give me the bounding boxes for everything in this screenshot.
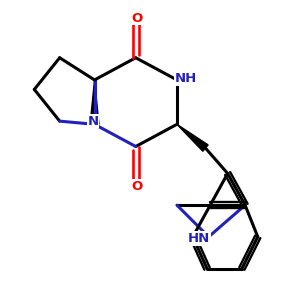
Text: O: O xyxy=(132,180,143,193)
Text: N: N xyxy=(87,115,98,128)
Text: HN: HN xyxy=(188,232,210,245)
Polygon shape xyxy=(90,80,99,124)
Text: NH: NH xyxy=(175,72,197,85)
Polygon shape xyxy=(177,124,208,151)
Text: O: O xyxy=(132,12,143,25)
